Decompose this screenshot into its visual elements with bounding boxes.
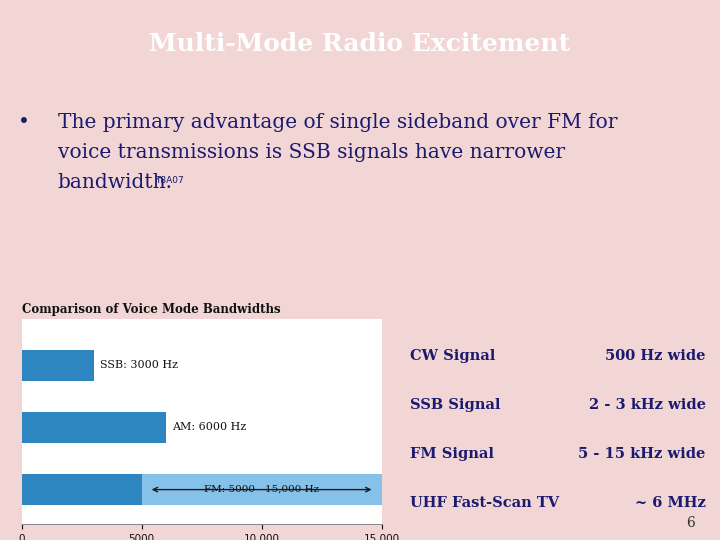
- Text: 500 Hz wide: 500 Hz wide: [605, 348, 706, 362]
- Text: •: •: [18, 113, 30, 132]
- Text: Multi-Mode Radio Excitement: Multi-Mode Radio Excitement: [150, 31, 570, 56]
- Text: FM Signal: FM Signal: [410, 447, 495, 461]
- Text: 6: 6: [686, 516, 695, 530]
- Text: The primary advantage of single sideband over FM for: The primary advantage of single sideband…: [58, 113, 617, 132]
- Text: SSB Signal: SSB Signal: [410, 398, 501, 412]
- Text: UHF Fast-Scan TV: UHF Fast-Scan TV: [410, 496, 559, 510]
- Text: SSB: 3000 Hz: SSB: 3000 Hz: [99, 360, 178, 370]
- Text: voice transmissions is SSB signals have narrower: voice transmissions is SSB signals have …: [58, 143, 564, 162]
- Bar: [22, 474, 142, 505]
- Text: 5 - 15 kHz wide: 5 - 15 kHz wide: [578, 447, 706, 461]
- Text: AM: 6000 Hz: AM: 6000 Hz: [171, 422, 246, 433]
- Bar: [142, 474, 382, 505]
- Bar: [22, 412, 166, 443]
- Text: T8A07: T8A07: [155, 177, 184, 185]
- Text: CW Signal: CW Signal: [410, 348, 496, 362]
- Text: bandwidth.: bandwidth.: [58, 173, 173, 192]
- Text: Comparison of Voice Mode Bandwidths: Comparison of Voice Mode Bandwidths: [22, 303, 280, 316]
- Bar: [22, 350, 94, 381]
- Text: FM: 5000 - 15,000 Hz: FM: 5000 - 15,000 Hz: [204, 485, 319, 494]
- Text: ~ 6 MHz: ~ 6 MHz: [635, 496, 706, 510]
- Text: 2 - 3 kHz wide: 2 - 3 kHz wide: [589, 398, 706, 412]
